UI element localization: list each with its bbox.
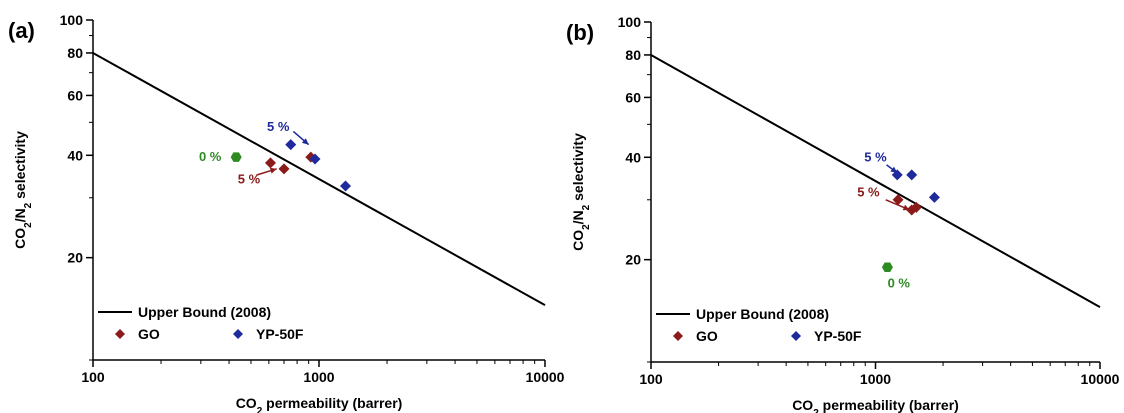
- legend-label: YP-50F: [814, 328, 862, 344]
- chart-panel-b: (b) 100 1000 10000 20 40 60 80 100 CO2 permeabili…: [566, 14, 1120, 413]
- x-tick-label: 10000: [1081, 371, 1120, 387]
- legend-label: Upper Bound (2008): [696, 306, 829, 322]
- go-point: [264, 157, 276, 169]
- y-tick-label: 100: [60, 12, 84, 28]
- go-point: [892, 194, 904, 206]
- annotation-arrowhead: [269, 167, 277, 174]
- panel-label: (a): [8, 18, 35, 43]
- legend-label: GO: [696, 328, 718, 344]
- x-tick-label: 1000: [860, 371, 891, 387]
- chart-panel-a: (a) 100 1000 10000 20 40 60 80 100 CO2 permeabili…: [8, 12, 565, 413]
- x-tick-label: 100: [639, 371, 663, 387]
- y-tick-label: 40: [625, 149, 641, 165]
- annotation-label: 5 %: [238, 171, 261, 186]
- legend-marker-go: [673, 331, 683, 341]
- legend-marker-go: [115, 329, 125, 339]
- panel-label: (b): [566, 20, 594, 45]
- y-tick-label: 80: [67, 45, 83, 61]
- legend-marker-yp-50f: [233, 329, 243, 339]
- yp-50f-point: [340, 180, 352, 192]
- x-tick-label: 10000: [526, 369, 565, 385]
- y-tick-label: 100: [618, 14, 642, 30]
- legend: Upper Bound (2008) GO YP-50F: [98, 304, 304, 342]
- annotation-arrowhead: [902, 204, 910, 211]
- y-tick-label: 40: [67, 147, 83, 163]
- upper-bound-line: [92, 52, 546, 307]
- yp-50f-point: [928, 191, 940, 203]
- y-axis-title: CO2/N2 selectivity: [12, 131, 34, 249]
- legend-marker-yp-50f: [791, 331, 801, 341]
- go-point: [278, 163, 290, 175]
- upper-bound-line: [650, 54, 1101, 309]
- yp-50f-point: [285, 139, 297, 151]
- legend: Upper Bound (2008) GO YP-50F: [656, 306, 862, 344]
- y-tick-label: 60: [625, 89, 641, 105]
- legend-label: GO: [138, 326, 160, 342]
- x-axis-title: CO2 permeability (barrer): [236, 395, 403, 413]
- annotation-label: 0 %: [888, 276, 911, 291]
- y-tick-label: 20: [67, 250, 83, 266]
- yp-50f-point: [906, 169, 918, 181]
- y-axis-title: CO2/N2 selectivity: [570, 133, 592, 251]
- annotation-arrowhead: [890, 166, 898, 173]
- x-axis-title: CO2 permeability (barrer): [792, 397, 959, 413]
- legend-label: Upper Bound (2008): [138, 304, 271, 320]
- zero-percent-point: [881, 262, 893, 272]
- zero-percent-point: [230, 152, 242, 162]
- annotation-label: 5 %: [857, 185, 880, 200]
- annotation-label: 5 %: [864, 149, 887, 164]
- x-tick-label: 100: [81, 369, 105, 385]
- y-tick-label: 80: [625, 47, 641, 63]
- y-tick-label: 20: [625, 252, 641, 268]
- annotation-arrowhead: [301, 138, 309, 145]
- annotation-label: 0 %: [199, 149, 222, 164]
- y-tick-label: 60: [67, 87, 83, 103]
- go-point: [910, 201, 922, 213]
- annotation-label: 5 %: [267, 119, 290, 134]
- x-tick-label: 1000: [303, 369, 334, 385]
- legend-label: YP-50F: [256, 326, 304, 342]
- yp-50f-point: [309, 153, 321, 165]
